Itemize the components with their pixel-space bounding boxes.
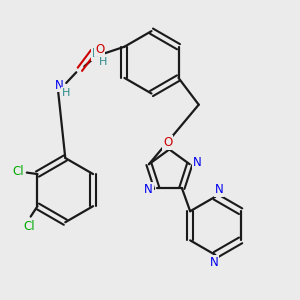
Text: N: N bbox=[214, 183, 223, 196]
Text: N: N bbox=[193, 156, 202, 169]
Text: O: O bbox=[163, 136, 172, 149]
Text: H: H bbox=[62, 88, 70, 98]
Text: Cl: Cl bbox=[23, 220, 35, 232]
Text: H: H bbox=[99, 57, 107, 67]
Text: Cl: Cl bbox=[12, 166, 24, 178]
Text: N: N bbox=[92, 47, 101, 60]
Text: O: O bbox=[95, 43, 104, 56]
Text: N: N bbox=[209, 256, 218, 269]
Text: N: N bbox=[55, 79, 63, 92]
Text: N: N bbox=[144, 183, 153, 196]
